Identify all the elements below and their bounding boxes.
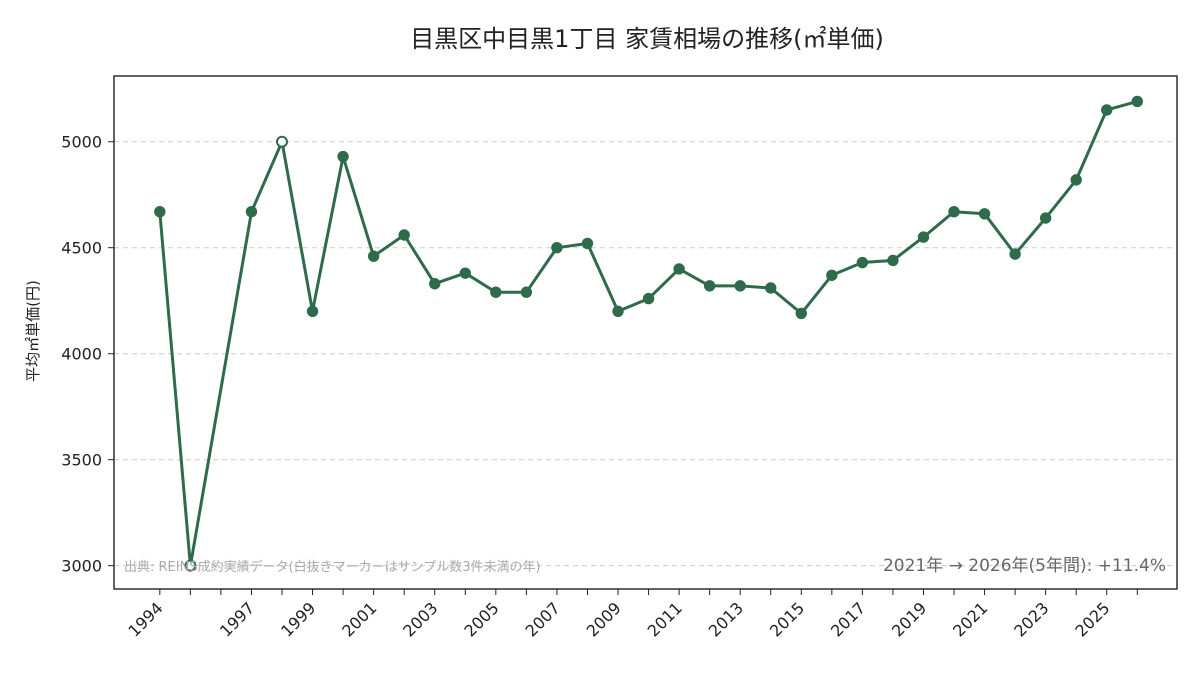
data-point-2019 (917, 231, 930, 243)
data-point-2001 (367, 250, 380, 262)
x-tick-label: 2019 (888, 598, 930, 640)
data-point-1994 (154, 205, 166, 218)
plot-frame (113, 75, 1178, 590)
data-point-1999 (306, 305, 319, 318)
x-tick-label: 2013 (705, 598, 747, 640)
y-tick-label: 3500 (61, 451, 102, 470)
data-point-2025 (1101, 104, 1113, 116)
data-point-1997 (245, 205, 258, 218)
data-point-2004 (459, 267, 471, 279)
x-tick-label: 2023 (1010, 598, 1052, 640)
data-point-2013 (734, 280, 746, 292)
data-point-hollow-1998 (276, 135, 289, 148)
data-point-2005 (490, 286, 502, 298)
data-point-2017 (856, 256, 869, 269)
data-point-2021 (978, 208, 991, 220)
data-point-2012 (703, 280, 716, 292)
data-point-2009 (612, 305, 624, 318)
data-point-2011 (673, 263, 685, 275)
change-summary: 2021年 → 2026年(5年間): +11.4% (883, 556, 1166, 576)
x-axis-ticks: 1994 1997 1999 2001 2003 2005 2007 2009 2011 2013… (124, 589, 1138, 641)
x-tick-label: 2003 (399, 598, 441, 640)
y-tick-label: 4500 (61, 239, 102, 258)
y-tick-label: 5000 (61, 133, 102, 152)
data-point-hollow-1995 (184, 559, 197, 572)
chart-title: 目黒区中目黒1丁目 家賃相場の推移(㎡単価) (410, 25, 884, 53)
data-point-2002 (398, 229, 410, 241)
data-point-2008 (581, 237, 594, 250)
x-tick-label: 2021 (949, 598, 991, 640)
data-point-2022 (1009, 248, 1021, 260)
x-tick-label: 2011 (644, 598, 686, 640)
y-axis-ticks: 3000 3500 4000 4500 5000 (61, 133, 114, 576)
data-point-2007 (551, 242, 563, 254)
data-point-2006 (520, 286, 533, 298)
x-tick-label: 1999 (277, 598, 319, 640)
x-tick-label: 2005 (460, 598, 502, 640)
x-tick-label: 2017 (827, 598, 869, 640)
x-tick-label: 2009 (583, 598, 625, 640)
data-point-2010 (642, 292, 655, 305)
data-point-2026 (1131, 95, 1143, 108)
data-point-2015 (795, 307, 807, 320)
source-note: 出典: REINS成約実績データ(白抜きマーカーはサンプル数3件未満の年) (124, 559, 541, 575)
x-tick-label: 1994 (124, 598, 166, 640)
data-point-2020 (948, 205, 960, 218)
series-line-layer (158, 99, 1138, 568)
x-tick-label: 2001 (338, 598, 380, 640)
data-points (154, 95, 1143, 572)
data-point-2016 (826, 269, 838, 281)
x-tick-label: 2025 (1071, 598, 1113, 640)
y-tick-label: 4000 (61, 345, 102, 364)
grid-lines (114, 141, 1177, 567)
x-tick-label: 2007 (522, 598, 564, 640)
data-point-2000 (337, 150, 349, 163)
data-point-2014 (765, 282, 777, 294)
x-tick-label: 1997 (216, 598, 258, 640)
y-tick-label: 3000 (61, 557, 102, 576)
data-point-2003 (429, 278, 441, 290)
data-point-2024 (1070, 174, 1082, 186)
data-point-2023 (1039, 212, 1052, 224)
y-axis-label: 平均㎡単価(円) (24, 280, 42, 382)
series-line (158, 99, 1138, 568)
x-tick-label: 2015 (766, 598, 808, 640)
data-point-2018 (887, 254, 899, 267)
